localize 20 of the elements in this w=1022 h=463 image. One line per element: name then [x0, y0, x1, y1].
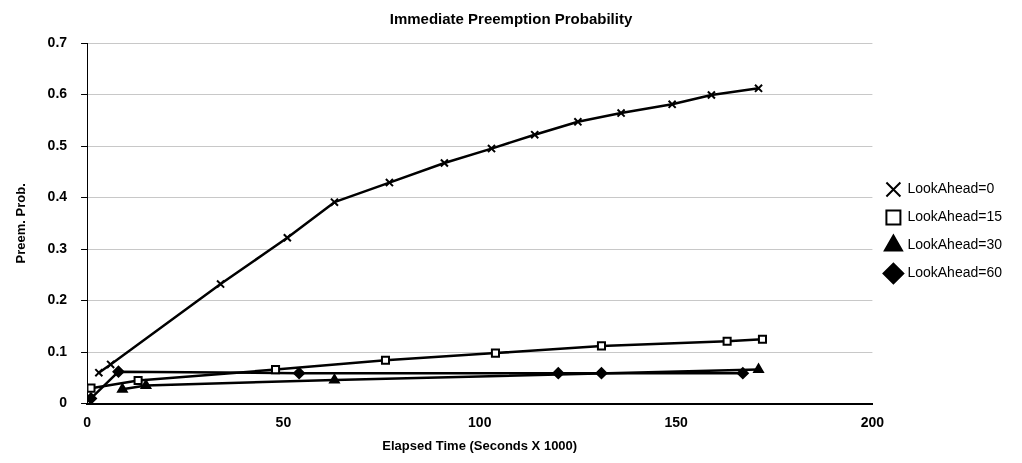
y-tick-label: 0.4 [47, 188, 68, 205]
legend-label: LookAhead=60 [907, 264, 1003, 281]
y-tick-label: 0.1 [47, 342, 68, 359]
y-tick-label: 0.2 [47, 291, 68, 308]
chart-title: Immediate Preemption Probability [389, 10, 633, 28]
legend-label: LookAhead=30 [907, 236, 1003, 253]
y-tick-label: 0.3 [47, 239, 68, 256]
x-axis-title: Elapsed Time (Seconds X 1000) [382, 437, 578, 453]
y-tick-label: 0.7 [47, 33, 68, 50]
y-axis-title: Preem. Prob. [13, 183, 29, 264]
x-tick-label: 200 [860, 413, 885, 430]
legend-label: LookAhead=0 [907, 180, 995, 197]
x-tick-label: 50 [275, 413, 292, 430]
x-tick-label: 0 [83, 413, 92, 430]
x-tick-label: 100 [468, 413, 492, 430]
x-tick-label: 150 [664, 413, 688, 430]
y-tick-label: 0.6 [47, 85, 68, 102]
legend-label: LookAhead=15 [907, 208, 1003, 225]
y-tick-label: 0 [59, 394, 68, 411]
y-tick-label: 0.5 [47, 136, 68, 153]
